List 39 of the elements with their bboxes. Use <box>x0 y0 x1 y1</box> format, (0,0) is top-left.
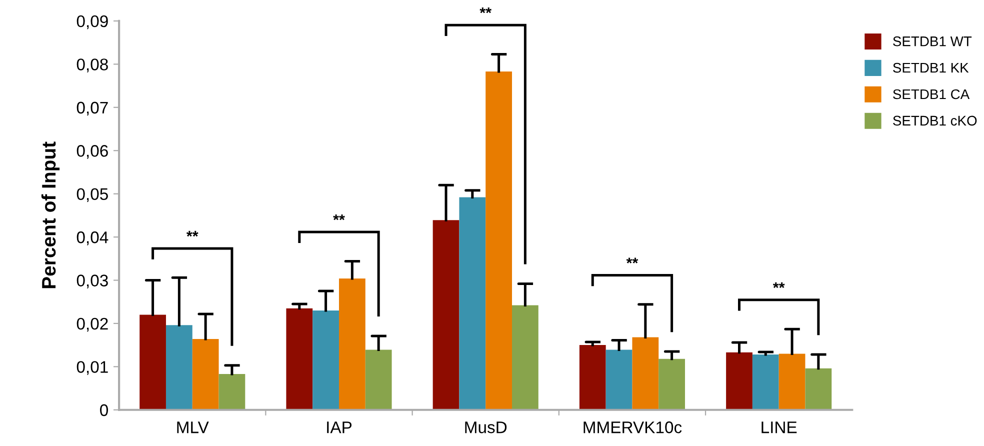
y-tick-label: 0,03 <box>76 274 108 288</box>
legend-label: SETDB1 cKO <box>893 116 977 126</box>
bar <box>579 345 606 410</box>
annotation: ** <box>772 282 785 288</box>
bar <box>218 374 246 410</box>
y-axis-title: Percent of Input <box>41 142 60 288</box>
x-tick-label: MMERVK10c <box>584 421 682 434</box>
y-tick-label: 0,05 <box>76 188 108 202</box>
bar <box>778 354 806 410</box>
bar <box>632 337 659 410</box>
bar <box>140 314 166 410</box>
y-tick-label: 0,02 <box>76 318 108 332</box>
bar <box>365 350 392 410</box>
annotation: ** <box>626 258 638 264</box>
y-tick-label: 0 <box>100 404 108 416</box>
bar <box>312 310 339 410</box>
y-tick-label: 0,07 <box>76 102 108 116</box>
y-tick-label: 0,01 <box>76 361 108 375</box>
annotation: ** <box>186 230 198 237</box>
x-tick-label: IAP <box>327 422 352 434</box>
y-tick-label: 0,04 <box>76 231 108 246</box>
y-tick-label: 0,09 <box>76 15 108 30</box>
legend-label: SETDB1 WT <box>893 36 972 46</box>
legend-label: SETDB1 KK <box>893 62 969 73</box>
bar <box>752 354 779 410</box>
y-tick-label: 0,08 <box>76 58 108 72</box>
bar <box>486 72 512 410</box>
bar <box>658 358 685 410</box>
text: ** <box>480 7 492 14</box>
bar <box>726 352 752 410</box>
annotation: ** <box>333 214 345 220</box>
bar <box>805 368 832 410</box>
x-tick-label: MLV <box>177 422 209 434</box>
y-tick-label: 0,06 <box>76 145 108 159</box>
x-tick-label: LINE <box>762 422 797 434</box>
bar <box>606 350 632 410</box>
x-tick-label: MusD <box>465 422 507 434</box>
bar <box>512 305 538 410</box>
legend-label: SETDB1 CA <box>893 89 970 100</box>
